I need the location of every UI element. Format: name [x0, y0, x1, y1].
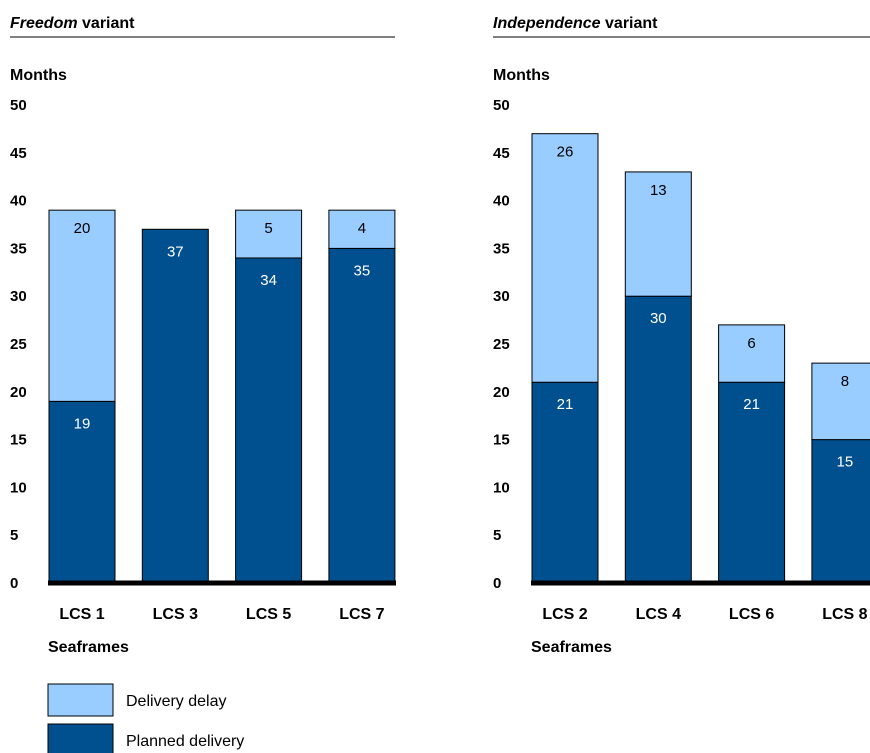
freedom-y-tick-label: 20: [10, 384, 27, 401]
freedom-bar-delivery-delay: [48, 209, 116, 402]
independence-y-axis-label: Months: [493, 67, 550, 84]
freedom-title-rest: variant: [78, 15, 136, 32]
legend-swatch-delivery-delay: [47, 683, 114, 717]
independence-data-label-delay: 13: [650, 182, 667, 199]
freedom-bar-delivery-delay: [328, 209, 396, 249]
freedom-data-label-delay: 20: [74, 220, 91, 237]
freedom-data-label-planned: 19: [74, 415, 91, 432]
freedom-bar-planned-delivery: [328, 247, 396, 584]
independence-bar-delivery-delay: [718, 324, 786, 383]
independence-y-tick-label: 25: [493, 336, 510, 353]
independence-title-italic: Independence: [493, 15, 601, 32]
independence-category-label: LCS 6: [729, 606, 774, 623]
freedom-y-tick-label: 5: [10, 527, 18, 544]
independence-data-label-delay: 8: [841, 373, 849, 390]
freedom-x-axis-label: Seaframes: [48, 639, 129, 656]
freedom-title-italic: Freedom: [10, 15, 78, 32]
independence-category-labels: LCS 2 LCS 4 LCS 6 LCS 8: [542, 606, 867, 623]
freedom-data-label-planned: 37: [167, 243, 184, 260]
independence-y-tick-label: 35: [493, 240, 510, 257]
independence-data-label-delay: 6: [747, 335, 755, 352]
independence-data-label-delay: 26: [557, 144, 574, 161]
independence-panel-title: Independence variant: [493, 15, 658, 32]
independence-y-tick-label: 50: [493, 97, 510, 114]
independence-category-label: LCS 8: [822, 606, 867, 623]
freedom-data-label-delay: 5: [264, 220, 272, 237]
freedom-category-label: LCS 7: [339, 606, 384, 623]
freedom-bar-planned-delivery: [235, 257, 303, 584]
freedom-y-tick-label: 25: [10, 336, 27, 353]
freedom-y-tick-label: 10: [10, 479, 27, 496]
independence-y-ticks: 0 5 10 15 20 25 30 35 40 45 50: [493, 97, 510, 592]
freedom-y-ticks: 0 5 10 15 20 25 30 35 40 45 50: [10, 97, 27, 592]
independence-y-tick-label: 45: [493, 145, 510, 162]
freedom-panel: Freedom variant Months 0 5 10 15 20 25 30 35 40 4…: [10, 15, 396, 656]
freedom-data-label-delay: 4: [358, 220, 366, 237]
freedom-y-tick-label: 45: [10, 145, 27, 162]
independence-bar-planned-delivery: [531, 381, 599, 584]
independence-data-label-planned: 21: [557, 396, 574, 413]
independence-y-tick-label: 10: [493, 479, 510, 496]
freedom-bar-delivery-delay: [235, 209, 303, 259]
freedom-category-label: LCS 3: [153, 606, 198, 623]
independence-category-label: LCS 4: [636, 606, 681, 623]
independence-y-tick-label: 40: [493, 193, 510, 210]
freedom-y-tick-label: 0: [10, 575, 18, 592]
freedom-category-label: LCS 5: [246, 606, 291, 623]
freedom-data-label-planned: 34: [260, 272, 277, 289]
freedom-y-tick-label: 50: [10, 97, 27, 114]
legend-swatch-planned-delivery: [47, 723, 114, 753]
independence-y-tick-label: 15: [493, 432, 510, 449]
freedom-bars: [48, 209, 396, 584]
legend-label-planned-delivery: Planned delivery: [126, 733, 244, 750]
independence-category-label: LCS 2: [542, 606, 587, 623]
independence-bars: [531, 133, 870, 584]
independence-bar-delivery-delay: [624, 171, 692, 297]
independence-y-tick-label: 30: [493, 288, 510, 305]
independence-y-tick-label: 0: [493, 575, 501, 592]
freedom-y-axis-label: Months: [10, 67, 67, 84]
legend-label-delivery-delay: Delivery delay: [126, 693, 226, 710]
freedom-bar-planned-delivery: [141, 228, 209, 584]
freedom-category-labels: LCS 1 LCS 3 LCS 5 LCS 7: [59, 606, 384, 623]
independence-y-tick-label: 20: [493, 384, 510, 401]
independence-data-label-planned: 15: [837, 454, 854, 471]
independence-title-rest: variant: [601, 15, 659, 32]
independence-bar-delivery-delay: [811, 362, 870, 441]
independence-bar-planned-delivery: [811, 439, 870, 584]
freedom-panel-title: Freedom variant: [10, 15, 135, 32]
independence-bar-planned-delivery: [624, 295, 692, 584]
independence-data-label-planned: 30: [650, 310, 667, 327]
legend: Delivery delay Planned delivery: [47, 683, 244, 753]
freedom-y-tick-label: 35: [10, 240, 27, 257]
freedom-category-label: LCS 1: [59, 606, 104, 623]
freedom-y-tick-label: 30: [10, 288, 27, 305]
independence-bar-delivery-delay: [531, 133, 599, 383]
independence-data-labels: 21 26 30 13 21 6 15 8: [557, 144, 854, 471]
freedom-y-tick-label: 15: [10, 432, 27, 449]
independence-data-label-planned: 21: [743, 396, 760, 413]
freedom-y-tick-label: 40: [10, 193, 27, 210]
independence-x-axis-label: Seaframes: [531, 639, 612, 656]
freedom-data-labels: 19 20 37 34 5 35 4: [74, 220, 371, 432]
independence-panel: Independence variant Months 0 5 10 15 20 25 30…: [493, 15, 870, 656]
independence-y-tick-label: 5: [493, 527, 501, 544]
freedom-data-label-planned: 35: [354, 262, 371, 279]
